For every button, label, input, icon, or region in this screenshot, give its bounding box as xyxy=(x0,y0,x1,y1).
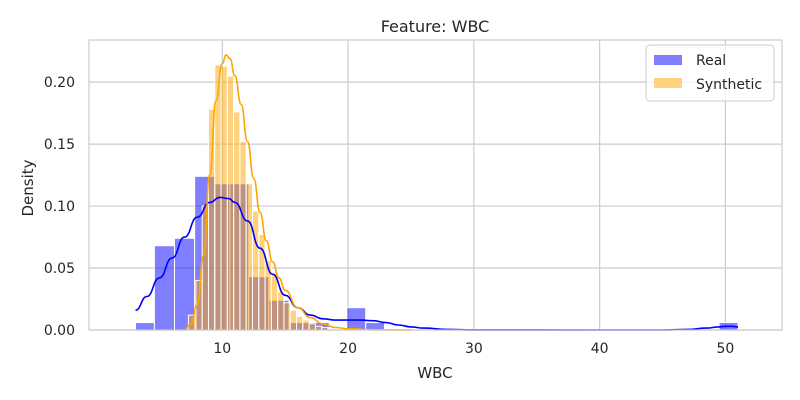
synthetic-histogram-bar xyxy=(308,323,316,331)
legend-label-real: Real xyxy=(696,53,726,69)
synthetic-histogram-bar xyxy=(302,319,310,331)
synthetic-histogram-bar xyxy=(296,315,304,331)
y-tick-label: 0.10 xyxy=(44,199,75,215)
legend-swatch-synthetic xyxy=(654,78,682,88)
real-histogram-bar xyxy=(346,307,367,331)
synthetic-histogram-bar xyxy=(289,309,298,331)
x-tick-label: 50 xyxy=(716,341,734,357)
y-tick-label: 0.15 xyxy=(44,137,75,153)
legend: Real Synthetic xyxy=(645,44,775,102)
real-histogram-bar xyxy=(365,322,386,331)
synthetic-histogram-bar xyxy=(201,205,209,331)
x-tick-label: 30 xyxy=(465,341,483,357)
synthetic-histogram-bar xyxy=(207,108,216,331)
x-tick-label: 40 xyxy=(591,341,609,357)
synthetic-kde-line xyxy=(184,54,412,331)
real-histogram-bar xyxy=(135,322,155,331)
plot-border xyxy=(88,39,783,331)
y-tick-label: 0.20 xyxy=(44,75,75,91)
x-tick-label: 20 xyxy=(339,341,357,357)
y-tick-label: 0.05 xyxy=(44,261,75,277)
y-tick-label: 0.00 xyxy=(44,323,75,339)
chart-title: Feature: WBC xyxy=(381,17,490,36)
synthetic-histogram-bar xyxy=(239,141,247,331)
synthetic-histogram-bar xyxy=(252,210,260,331)
x-tick-label: 10 xyxy=(213,341,231,357)
x-axis-label: WBC xyxy=(417,364,452,382)
synthetic-histogram-bar xyxy=(233,111,241,331)
synthetic-histogram-bar xyxy=(245,183,254,331)
legend-label-synthetic: Synthetic xyxy=(696,77,762,93)
legend-swatch-real xyxy=(654,55,682,65)
axes-frame xyxy=(88,39,783,331)
tick-layer: 10 20 30 40 50 0.00 0.05 0.10 0.15 0.20 xyxy=(44,75,734,357)
y-axis-label: Density xyxy=(19,159,37,216)
synthetic-histogram-bar xyxy=(226,75,235,331)
synthetic-histogram-bar xyxy=(270,273,279,331)
synthetic-histogram-bar xyxy=(283,302,291,331)
synthetic-histogram-bar xyxy=(277,291,285,331)
synthetic-histogram-bar xyxy=(264,260,272,331)
